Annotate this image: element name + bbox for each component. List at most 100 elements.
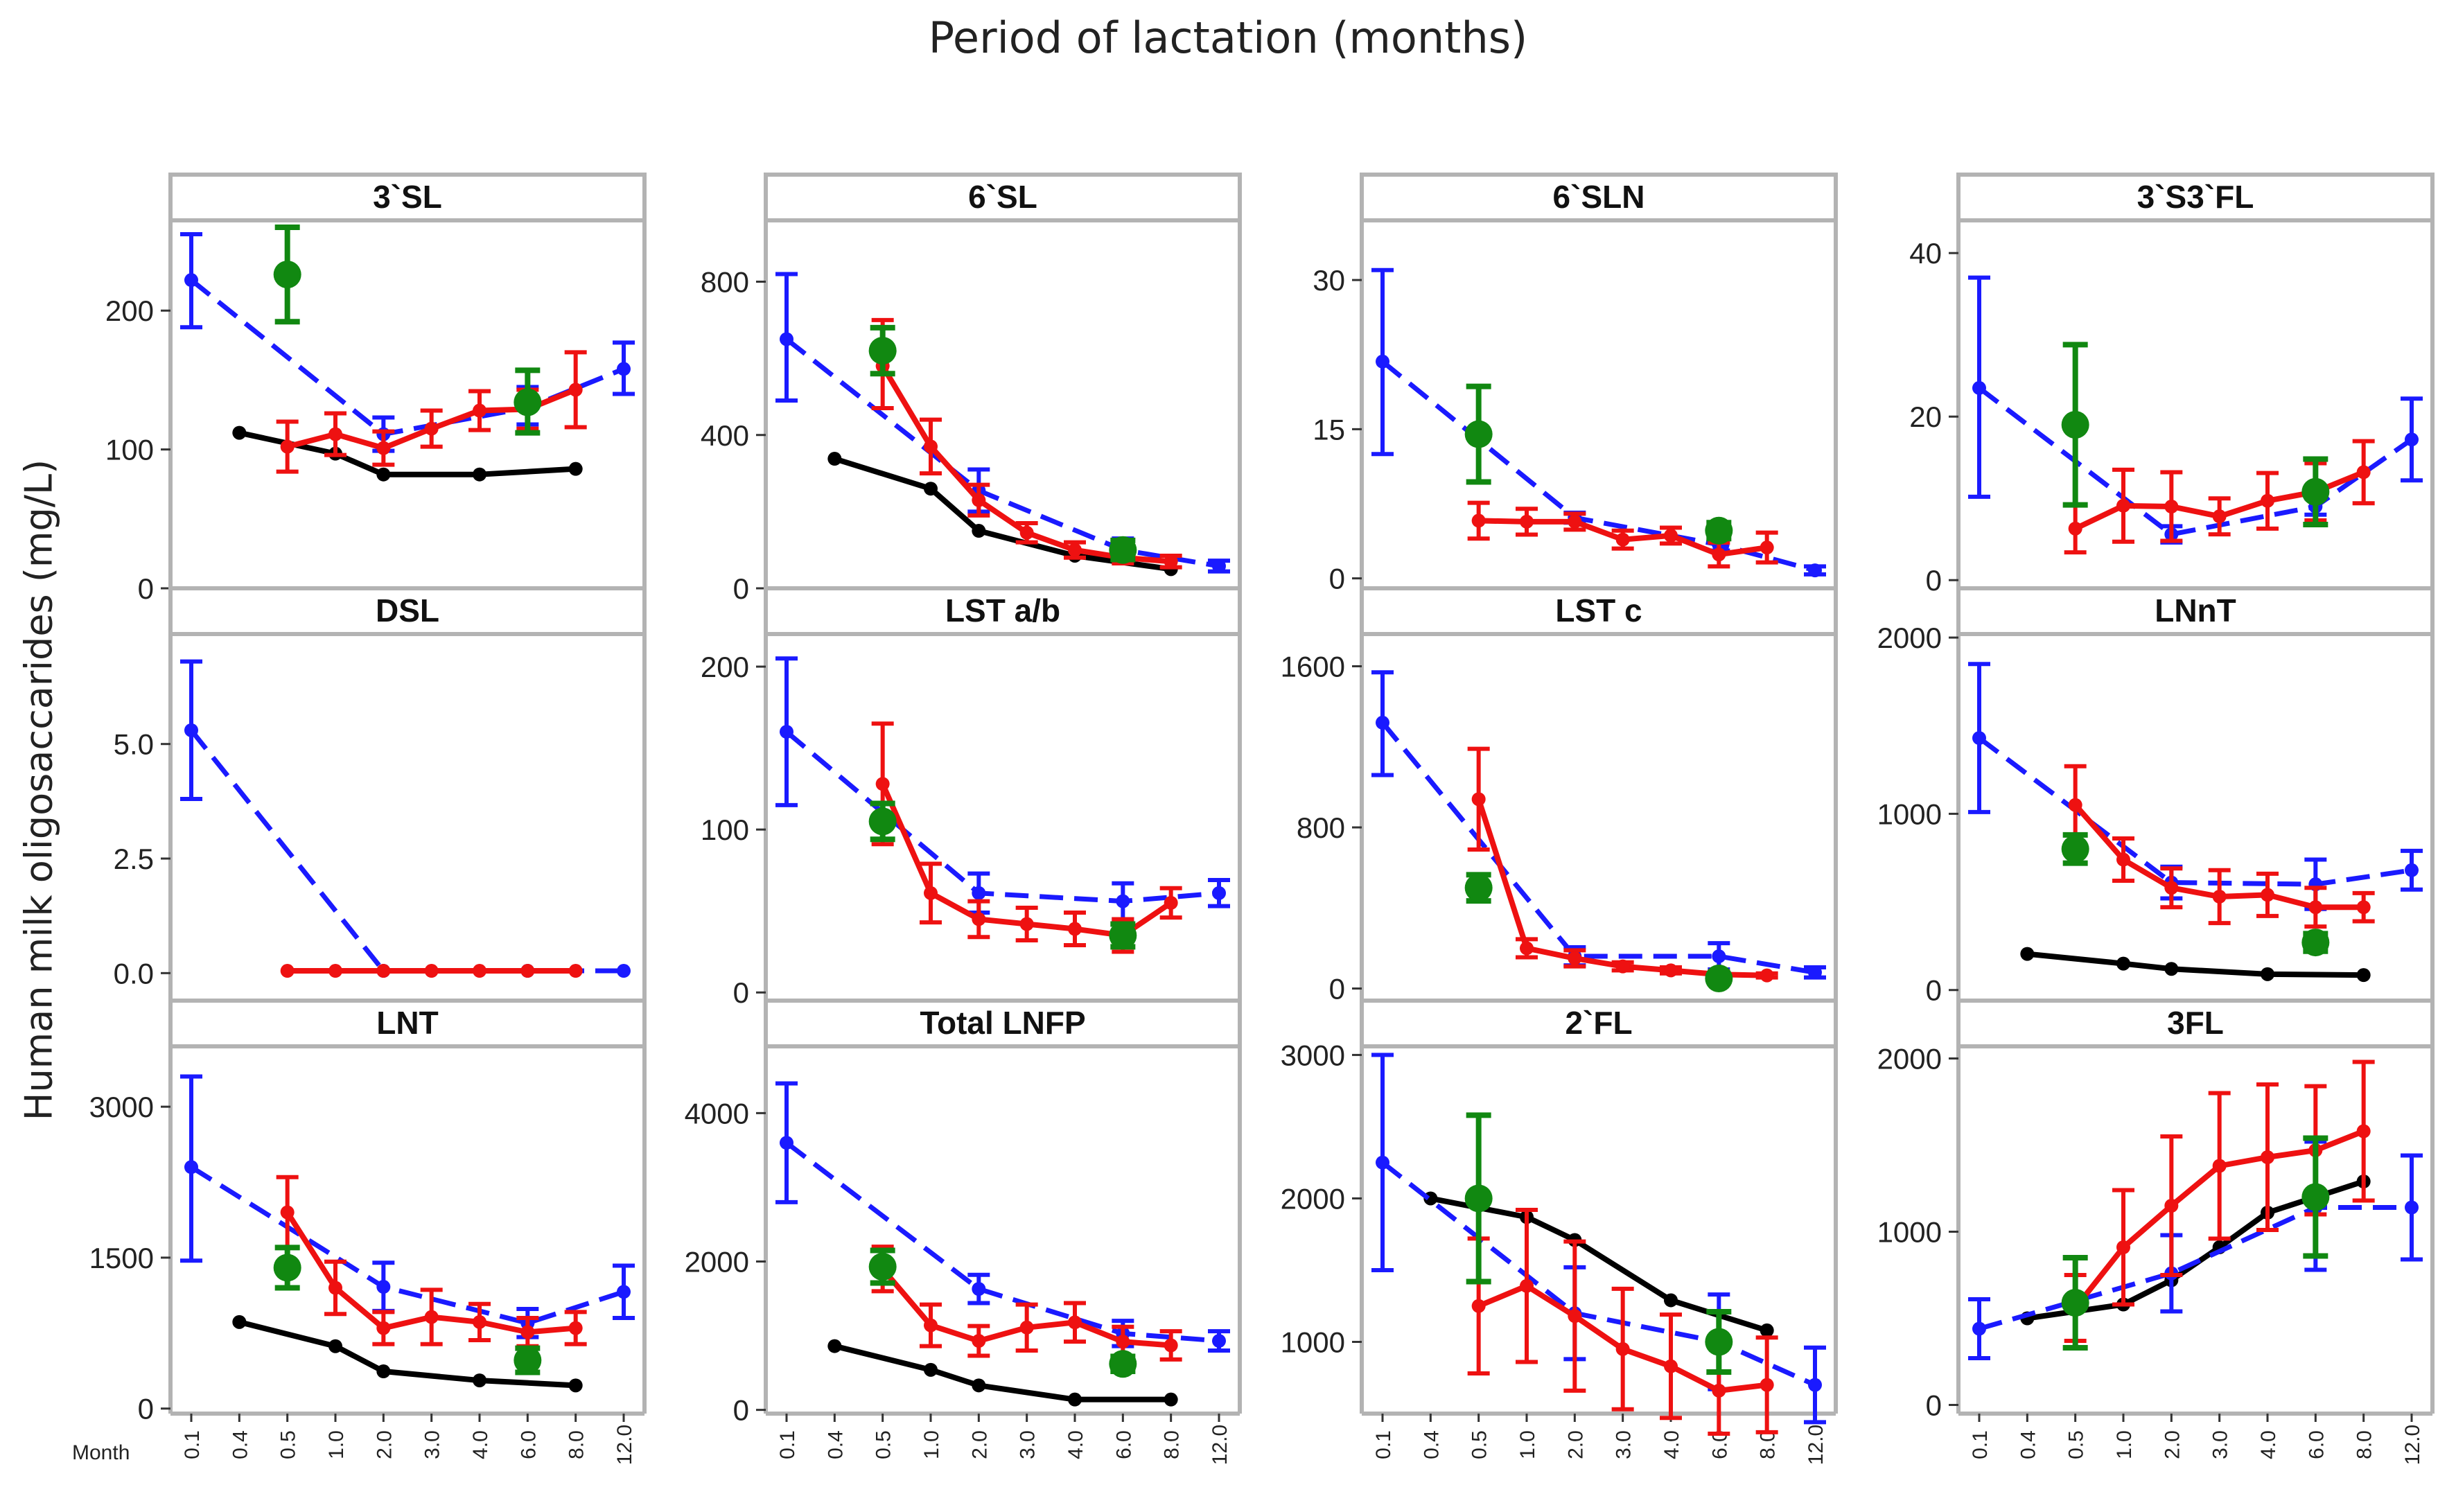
data-point: [328, 964, 342, 978]
data-point: [2061, 411, 2089, 439]
panel-header-box: [168, 173, 647, 222]
y-tick-label: 40: [1909, 237, 1942, 270]
data-point: [1520, 1278, 1534, 1293]
data-point: [2356, 465, 2371, 480]
x-tick-label: 1.0: [325, 1430, 348, 1459]
data-point: [1116, 1335, 1130, 1349]
panel-header-box: [1956, 586, 2435, 636]
series-line: [784, 337, 1220, 569]
data-point: [1376, 354, 1389, 369]
y-tick-label: 2000: [1281, 1182, 1345, 1215]
chart-title: Period of lactation (months): [928, 12, 1528, 63]
x-tick-label: 0.1: [1372, 1430, 1395, 1459]
data-point: [2068, 521, 2082, 536]
data-point: [273, 1254, 301, 1282]
x-tick-label: 0.4: [229, 1430, 252, 1459]
data-point: [2061, 835, 2089, 863]
series-blue: [180, 232, 635, 453]
y-tick-label: 200: [105, 295, 154, 327]
data-point: [376, 964, 391, 978]
data-point: [568, 1378, 583, 1393]
x-tick-label: 0.1: [181, 1430, 204, 1459]
data-point: [514, 388, 542, 416]
series-blue: [1968, 1139, 2423, 1360]
panel-title: LNnT: [2155, 592, 2236, 628]
y-tick-label: 4000: [685, 1097, 749, 1129]
y-tick-label: 800: [701, 266, 749, 299]
series-red: [871, 317, 1182, 570]
data-point: [1109, 1350, 1137, 1378]
series-black: [232, 1315, 583, 1393]
data-point: [2405, 432, 2419, 447]
data-point: [280, 964, 295, 978]
data-point: [924, 482, 938, 496]
x-tick-label: 8.0: [1161, 1430, 1184, 1459]
data-point: [473, 467, 486, 482]
panel-header-box: [1360, 173, 1838, 222]
month-axis-label: Month: [72, 1441, 130, 1464]
data-point: [2068, 798, 2082, 812]
series-blue: [775, 1081, 1230, 1353]
data-point: [376, 467, 391, 482]
data-point: [1972, 731, 1986, 746]
x-tick-label: 3.0: [2209, 1430, 2232, 1459]
data-point: [1471, 513, 1486, 528]
data-point: [473, 1373, 486, 1388]
data-point: [780, 725, 793, 739]
data-point: [1464, 874, 1493, 902]
data-point: [868, 807, 897, 836]
series-line: [784, 1141, 1220, 1344]
data-point: [328, 427, 342, 441]
data-point: [280, 439, 295, 454]
data-point: [1212, 1334, 1226, 1348]
y-tick-label: 0: [1329, 973, 1345, 1005]
x-tick-label: 2.0: [373, 1430, 396, 1459]
data-point: [972, 912, 986, 926]
data-point: [2116, 1240, 2130, 1254]
panel-title: Total LNFP: [920, 1005, 1085, 1041]
panel-0: 3`SL 0 100 200: [105, 173, 647, 605]
panel-header-box: [168, 999, 647, 1048]
data-point: [1109, 921, 1137, 949]
x-tick-label: 6.0: [1112, 1430, 1135, 1459]
data-point: [514, 1346, 542, 1375]
data-point: [972, 524, 986, 538]
series-line: [2026, 951, 2364, 978]
data-point: [328, 1281, 342, 1295]
panel-5: LST a/b 0 100 200: [701, 586, 1242, 1009]
data-point: [568, 461, 583, 476]
data-point: [1164, 1338, 1178, 1353]
panel-header-box: [764, 999, 1242, 1048]
y-tick-label: 15: [1313, 413, 1345, 446]
series-line: [189, 728, 624, 974]
data-point: [1712, 547, 1726, 562]
panel-4: DSL 0.0 2.5 5.0: [114, 586, 647, 1001]
data-point: [1760, 1378, 1774, 1392]
y-tick-label: 1000: [1877, 798, 1942, 830]
data-point: [1664, 1359, 1678, 1373]
data-point: [972, 1282, 986, 1296]
data-point: [2164, 1199, 2179, 1213]
x-tick-label: 2.0: [968, 1430, 991, 1459]
data-point: [1705, 516, 1733, 545]
data-point: [280, 1205, 295, 1220]
data-point: [473, 964, 486, 978]
data-point: [972, 493, 986, 507]
data-point: [1615, 532, 1630, 547]
series-line: [1380, 1160, 1816, 1387]
series-red: [276, 350, 587, 474]
x-tick-label: 0.4: [824, 1430, 847, 1459]
data-point: [2116, 852, 2130, 867]
panel-header-box: [764, 586, 1242, 636]
data-point: [520, 964, 535, 978]
data-point: [1068, 1315, 1082, 1330]
data-point: [2164, 500, 2179, 513]
data-point: [1019, 917, 1034, 931]
series-black: [2020, 947, 2371, 983]
series-line: [1979, 1205, 2412, 1331]
data-point: [617, 1285, 631, 1299]
data-point: [1109, 536, 1137, 564]
data-point: [1464, 420, 1493, 448]
data-point: [2301, 477, 2330, 506]
